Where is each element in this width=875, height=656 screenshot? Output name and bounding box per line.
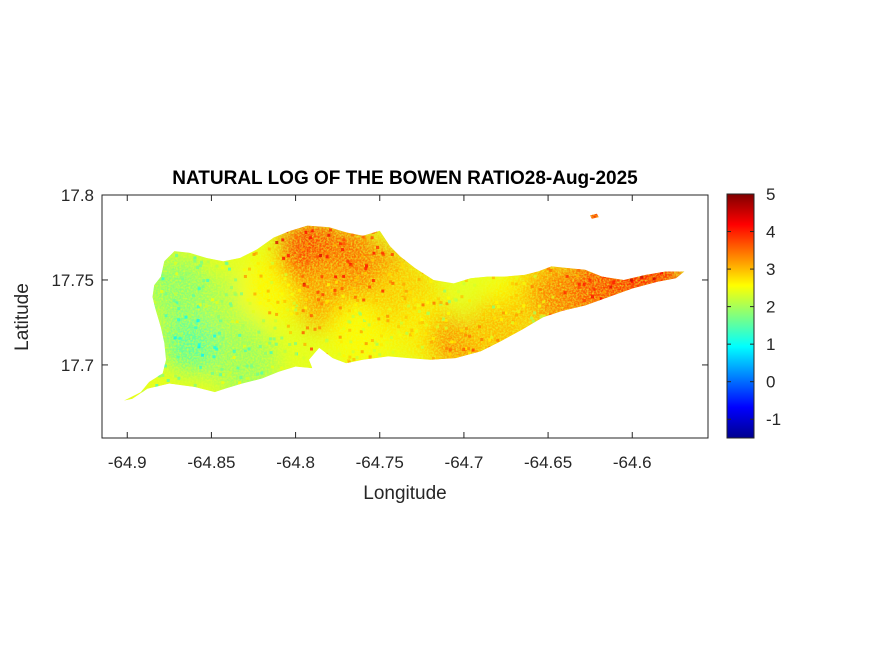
plot-frame xyxy=(101,194,709,439)
colorbar: -1 0 1 2 3 4 5 xyxy=(726,185,781,439)
colorbar-tick-label: 5 xyxy=(766,185,775,204)
y-axis-ticks: 17.7 17.75 17.8 xyxy=(51,186,708,375)
x-tick-label: -64.75 xyxy=(356,453,404,472)
plot-area: -64.9 -64.85 -64.8 -64.75 -64.7 -64.65 -64.6 1… xyxy=(51,186,709,472)
colorbar-tick-label: 0 xyxy=(766,373,775,392)
x-axis-label: Longitude xyxy=(363,483,446,504)
x-tick-label: -64.6 xyxy=(613,453,652,472)
chart-title: NATURAL LOG OF THE BOWEN RATIO28-Aug-202… xyxy=(172,168,638,189)
y-tick-label: 17.75 xyxy=(51,271,94,290)
colorbar-tick-label: 2 xyxy=(766,298,775,317)
colorbar-ticks: -1 0 1 2 3 4 5 xyxy=(727,185,781,429)
x-tick-label: -64.85 xyxy=(187,453,235,472)
x-axis-ticks: -64.9 -64.85 -64.8 -64.75 -64.7 -64.65 -64.6 xyxy=(108,195,652,472)
y-axis-label: Latitude xyxy=(12,283,33,351)
y-tick-label: 17.8 xyxy=(61,186,94,205)
y-tick-label: 17.7 xyxy=(61,356,94,375)
x-tick-label: -64.7 xyxy=(445,453,484,472)
colorbar-tick-label: 1 xyxy=(766,335,775,354)
colorbar-tick-label: 4 xyxy=(766,223,775,242)
colorbar-tick-label: 3 xyxy=(766,260,775,279)
x-tick-label: -64.8 xyxy=(276,453,315,472)
x-tick-label: -64.9 xyxy=(108,453,147,472)
x-tick-label: -64.65 xyxy=(524,453,572,472)
colorbar-tick-label: -1 xyxy=(766,410,781,429)
colorbar-gradient xyxy=(726,193,755,439)
